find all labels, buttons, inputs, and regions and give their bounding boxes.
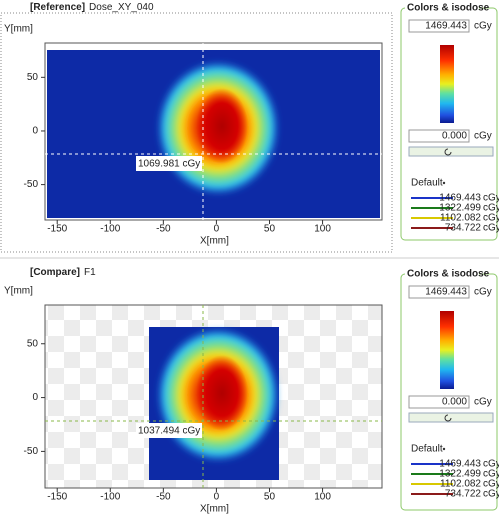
reset-icon [444, 414, 452, 422]
panel-title: [Reference] Dose_XY_040 [30, 2, 154, 13]
max-input[interactable] [408, 285, 470, 299]
x-tick-label: -100 [100, 492, 120, 503]
isodose-value: 1469.443 [439, 193, 481, 204]
max-unit: cGy [474, 21, 492, 32]
y-tick-label: 50 [27, 338, 39, 349]
isodose-value: 1322.499 [439, 469, 481, 480]
colors-title: Colors & isodose [407, 269, 490, 280]
y-tick-label: -50 [24, 179, 39, 190]
max-value: 1469.443 [425, 21, 467, 32]
x-axis-label: X[mm] [200, 236, 229, 247]
crosshair-label: 1069.981 cGy [138, 159, 200, 170]
x-axis-label: X[mm] [200, 504, 229, 515]
default-label: Default [411, 444, 443, 455]
panel-tag: [Compare] [30, 267, 80, 278]
x-tick-label: -50 [156, 224, 171, 235]
crosshair-label: 1037.494 cGy [138, 426, 200, 437]
max-unit: cGy [474, 287, 492, 298]
isodose-value: 1102.082 [440, 479, 481, 490]
x-tick-label: -150 [47, 224, 67, 235]
isodose-unit: cGy [483, 203, 499, 214]
y-axis-label: Y[mm] [4, 286, 33, 297]
min-unit: cGy [474, 131, 492, 142]
default-dot [442, 447, 446, 451]
isodose-value: 1469.443 [439, 459, 481, 470]
panel-name: Dose_XY_040 [89, 2, 154, 13]
default-dot [442, 181, 446, 185]
min-value: 0.000 [442, 131, 467, 142]
y-tick-label: -50 [24, 446, 39, 457]
y-tick-label: 50 [27, 72, 39, 83]
isodose-value: 1322.499 [439, 203, 481, 214]
colors-title: Colors & isodose [407, 3, 490, 14]
y-tick-label: 0 [32, 126, 38, 137]
colorbar [440, 311, 454, 389]
isodose-unit: cGy [483, 479, 499, 490]
isodose-unit: cGy [483, 223, 499, 234]
default-label: Default [411, 178, 443, 189]
isodose-unit: cGy [483, 193, 499, 204]
panel-tag: [Reference] [30, 2, 85, 13]
x-tick-label: -50 [156, 492, 171, 503]
x-tick-label: -150 [47, 492, 67, 503]
min-input[interactable] [408, 395, 470, 409]
reset-icon [444, 148, 452, 156]
isodose-value: 734.722 [445, 489, 482, 500]
reset-button[interactable] [408, 146, 494, 157]
y-axis-label: Y[mm] [4, 24, 33, 35]
x-tick-label: 0 [214, 224, 220, 235]
isodose-unit: cGy [483, 469, 499, 480]
y-tick-label: 0 [32, 392, 38, 403]
max-value: 1469.443 [425, 287, 467, 298]
x-tick-label: 50 [264, 224, 276, 235]
panel-frame [0, 12, 393, 253]
dose-core [196, 88, 248, 164]
reset-button[interactable] [408, 412, 494, 423]
isodose-value: 1102.082 [440, 213, 481, 224]
crosshair-label-bg [136, 156, 202, 171]
isodose-value: 734.722 [445, 223, 482, 234]
crosshair-label-bg [136, 423, 202, 438]
colors-title-bg [405, 2, 479, 14]
x-tick-label: 0 [214, 492, 220, 503]
x-tick-label: 50 [264, 492, 276, 503]
panel-name: F1 [84, 267, 96, 278]
colors-title-bg [405, 268, 479, 280]
colorbar [440, 45, 454, 123]
max-input[interactable] [408, 19, 470, 33]
isodose-unit: cGy [483, 489, 499, 500]
x-tick-label: 100 [314, 224, 331, 235]
panel-title: [Compare] F1 [30, 267, 96, 278]
min-input[interactable] [408, 129, 470, 143]
x-tick-label: -100 [100, 224, 120, 235]
dose-core [196, 355, 248, 431]
isodose-unit: cGy [483, 459, 499, 470]
x-tick-label: 100 [314, 492, 331, 503]
min-unit: cGy [474, 397, 492, 408]
min-value: 0.000 [442, 397, 467, 408]
isodose-unit: cGy [483, 213, 499, 224]
